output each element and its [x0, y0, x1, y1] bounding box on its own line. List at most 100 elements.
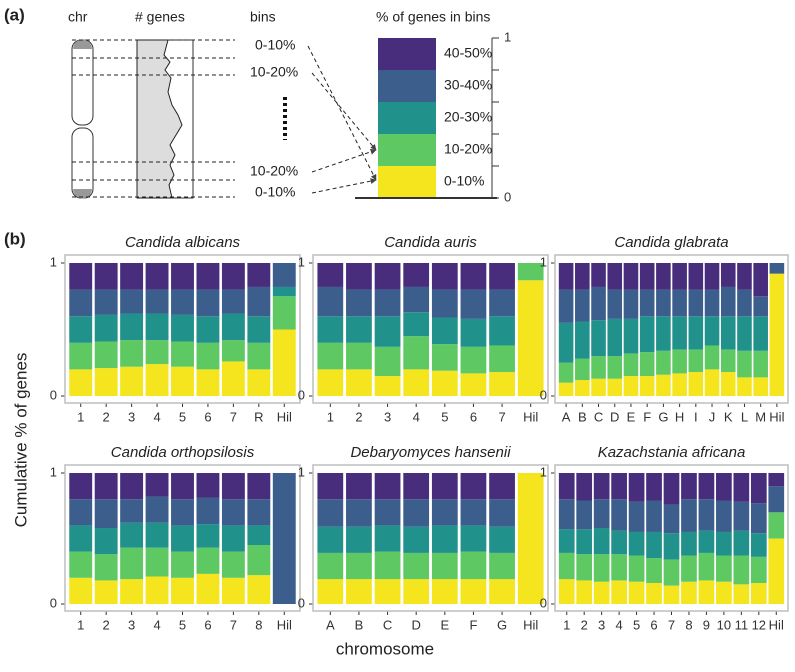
bar-segment — [69, 525, 93, 552]
bar-segment — [753, 350, 768, 378]
bar-segment — [750, 503, 767, 534]
y-tick-label: 0 — [298, 387, 305, 402]
legend-label: 10-20% — [444, 141, 492, 157]
bar-segment — [317, 316, 344, 343]
x-tick-label: I — [694, 409, 698, 424]
tick-label: 0 — [504, 189, 511, 204]
bar-segment — [733, 473, 750, 502]
x-tick-label: B — [355, 617, 364, 632]
bar-segment — [611, 530, 627, 555]
bar-segment — [737, 316, 752, 351]
bar-segment — [737, 289, 752, 317]
bar-segment — [196, 369, 220, 396]
bar-segment — [374, 316, 401, 347]
bar-segment — [716, 581, 732, 604]
bar-segment — [120, 522, 144, 548]
bar-segment — [558, 382, 574, 396]
bar-segment — [753, 296, 768, 317]
bar-segment — [69, 369, 93, 396]
x-tick-label: 7 — [230, 617, 237, 632]
bar-segment — [607, 263, 623, 290]
bar-segment — [733, 530, 750, 556]
x-tick-label: 5 — [179, 409, 186, 424]
bar-segment — [145, 364, 169, 396]
panel-label: (a) — [4, 5, 25, 24]
bar-segment — [346, 579, 372, 604]
bar-segment — [145, 289, 169, 314]
bar-segment — [688, 263, 704, 290]
x-tick-label: 4 — [153, 409, 160, 424]
bar-segment — [688, 372, 704, 396]
bar-segment — [145, 313, 169, 341]
bar-segment — [171, 525, 194, 552]
bar-segment — [120, 313, 144, 341]
bar-segment — [221, 525, 245, 552]
bar-segment — [94, 499, 118, 529]
bar-segment — [460, 525, 487, 552]
bar-segment — [575, 321, 590, 359]
bar-segment — [145, 547, 169, 577]
bar-segment — [94, 341, 118, 369]
bar-segment — [374, 499, 401, 526]
bar-segment — [575, 380, 590, 396]
bar-segment — [317, 286, 344, 317]
bar-segment — [628, 581, 645, 604]
bar-segment — [317, 473, 344, 500]
bar-segment — [639, 376, 655, 396]
bar-segment — [656, 316, 671, 351]
bar-segment — [591, 263, 606, 287]
bar-segment — [221, 473, 245, 500]
y-tick-label: 0 — [540, 387, 547, 402]
facet-title: Candida albicans — [125, 234, 241, 251]
bar-segment — [346, 289, 372, 317]
bar-segment — [69, 551, 93, 578]
bar-segment — [681, 555, 697, 582]
legend-swatch — [378, 102, 436, 134]
bar-segment — [247, 545, 271, 576]
bar-segment — [558, 552, 575, 580]
bar-segment — [489, 579, 515, 604]
bar-segment — [688, 289, 704, 317]
bar-segment — [145, 473, 169, 497]
bar-segment — [317, 579, 344, 604]
bar-segment — [672, 289, 687, 317]
bar-segment — [716, 473, 732, 501]
bar-segment — [517, 473, 544, 604]
bar-segment — [120, 289, 144, 314]
bar-segment — [94, 473, 118, 500]
bar-segment — [171, 473, 194, 500]
x-tick-label: 2 — [355, 409, 362, 424]
bar-segment — [517, 263, 544, 281]
bar-segment — [346, 369, 372, 396]
x-tick-label: G — [658, 409, 668, 424]
bar-segment — [431, 289, 458, 318]
bar-segment — [171, 263, 194, 290]
x-tick-label: Hil — [769, 409, 784, 424]
bar-segment — [489, 289, 515, 317]
bar-segment — [672, 316, 687, 350]
bar-segment — [145, 340, 169, 365]
x-tick-label: C — [383, 617, 392, 632]
bar-segment — [431, 473, 458, 500]
bar-segment — [346, 552, 372, 580]
bar-segment — [272, 473, 296, 604]
bar-segment — [593, 473, 610, 500]
y-tick-label: 1 — [298, 464, 305, 479]
bar-segment — [431, 344, 458, 371]
bar-segment — [171, 341, 194, 367]
bar-segment — [221, 577, 245, 604]
bar-segment — [431, 579, 458, 604]
bar-segment — [698, 473, 715, 500]
bar-segment — [317, 552, 344, 580]
bar-segment — [576, 554, 593, 581]
bar-segment — [171, 577, 194, 604]
bar-segment — [431, 499, 458, 526]
bar-segment — [69, 289, 93, 317]
bar-segment — [672, 349, 687, 374]
bar-segment — [733, 555, 750, 585]
bar-segment — [575, 263, 590, 290]
x-tick-label: 8 — [685, 617, 692, 632]
x-tick-label: 6 — [204, 409, 211, 424]
bar-segment — [196, 263, 220, 290]
